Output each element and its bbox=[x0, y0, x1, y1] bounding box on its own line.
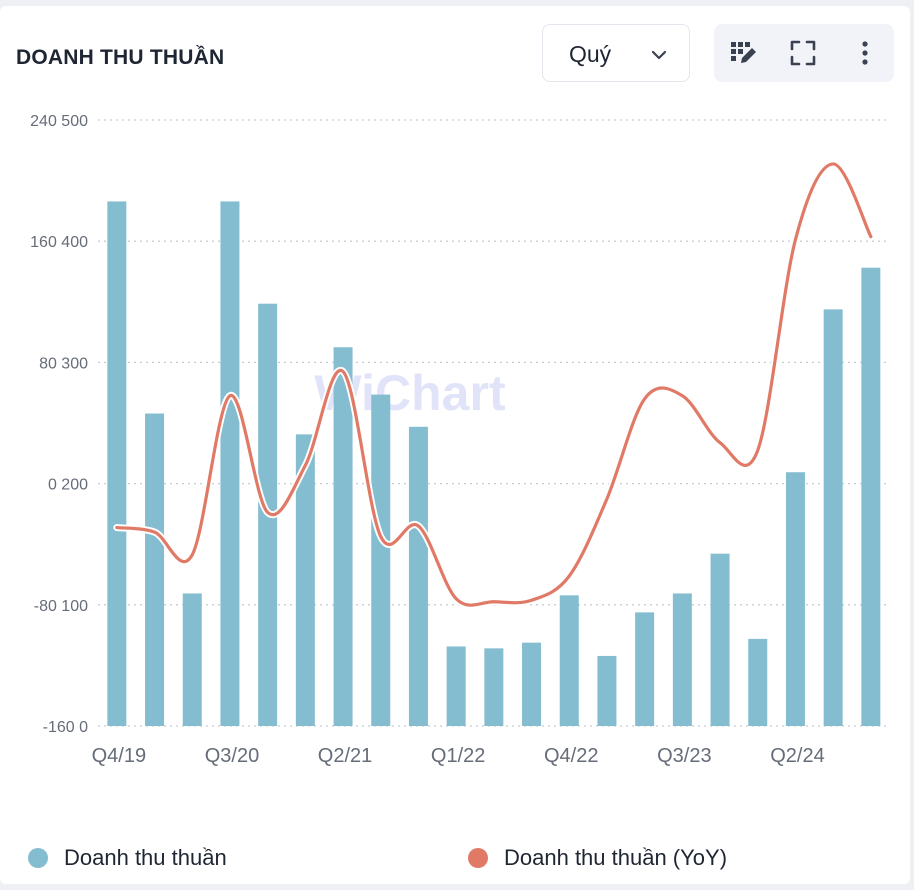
x-tick-label: Q1/22 bbox=[431, 745, 485, 767]
bar-Q1/24[interactable] bbox=[748, 638, 768, 726]
x-tick-label: Q2/21 bbox=[318, 745, 372, 767]
y-tick-label: 240 500 bbox=[30, 113, 88, 130]
edit-table-icon[interactable] bbox=[728, 38, 758, 68]
period-dropdown-value: Quý bbox=[569, 41, 612, 67]
bar-Q2/24[interactable] bbox=[785, 472, 805, 726]
bar-Q4/24[interactable] bbox=[861, 267, 881, 726]
chart-title: DOANH THU THUẦN bbox=[16, 46, 225, 69]
yoy-line[interactable] bbox=[115, 162, 873, 607]
legend-item-line[interactable]: Doanh thu thuần (YoY) bbox=[468, 838, 727, 878]
y-tick-label: 80 300 bbox=[39, 355, 88, 372]
bar-Q3/21[interactable] bbox=[371, 394, 391, 726]
legend-bar-marker bbox=[28, 848, 48, 868]
bar-Q3/23[interactable] bbox=[672, 593, 692, 726]
x-axis-labels: Q4/19 Q3/20 Q2/21 Q1/22 Q4/22 Q3/23 Q2/24 bbox=[92, 745, 825, 767]
y-tick-label: 0 200 bbox=[48, 477, 88, 494]
x-tick-label: Q4/22 bbox=[544, 745, 598, 767]
bar-series bbox=[107, 201, 881, 726]
chevron-down-icon bbox=[651, 50, 667, 60]
bar-Q1/21[interactable] bbox=[295, 434, 315, 726]
legend-line-label: Doanh thu thuần (YoY) bbox=[504, 845, 728, 870]
legend-bar-label: Doanh thu thuần bbox=[64, 845, 227, 870]
period-dropdown[interactable]: Quý bbox=[542, 24, 690, 82]
legend-line-marker bbox=[468, 848, 488, 868]
bar-Q2/22[interactable] bbox=[484, 648, 504, 726]
x-tick-label: Q3/20 bbox=[205, 745, 259, 767]
bar-Q4/22[interactable] bbox=[559, 595, 579, 726]
y-tick-label: 160 400 bbox=[30, 234, 88, 251]
y-tick-label: -80 100 bbox=[34, 598, 88, 615]
line-series bbox=[113, 160, 875, 609]
y-axis-labels: 240 500 160 400 80 300 0 200 -80 100 -160 0 bbox=[30, 113, 88, 736]
chart-toolbar bbox=[714, 24, 894, 82]
x-tick-label: Q2/24 bbox=[770, 745, 824, 767]
bar-Q3/24[interactable] bbox=[823, 309, 843, 726]
bar-Q1/20[interactable] bbox=[145, 413, 165, 726]
bar-Q2/20[interactable] bbox=[182, 593, 202, 726]
bar-Q3/22[interactable] bbox=[522, 642, 542, 726]
bar-Q3/20[interactable] bbox=[220, 201, 240, 726]
bar-Q1/22[interactable] bbox=[446, 646, 466, 726]
bar-Q2/21[interactable] bbox=[333, 347, 353, 726]
x-tick-label: Q4/19 bbox=[92, 745, 146, 767]
more-options-icon[interactable] bbox=[850, 38, 880, 68]
bar-Q4/23[interactable] bbox=[710, 553, 730, 726]
bar-Q4/19[interactable] bbox=[107, 201, 127, 726]
fullscreen-icon[interactable] bbox=[788, 38, 818, 68]
bar-Q4/21[interactable] bbox=[408, 426, 428, 726]
bar-Q2/23[interactable] bbox=[635, 612, 655, 726]
legend-item-bar[interactable]: Doanh thu thuần bbox=[28, 838, 227, 878]
y-tick-label: -160 0 bbox=[43, 719, 88, 736]
bar-Q1/23[interactable] bbox=[597, 655, 617, 726]
x-tick-label: Q3/23 bbox=[657, 745, 711, 767]
